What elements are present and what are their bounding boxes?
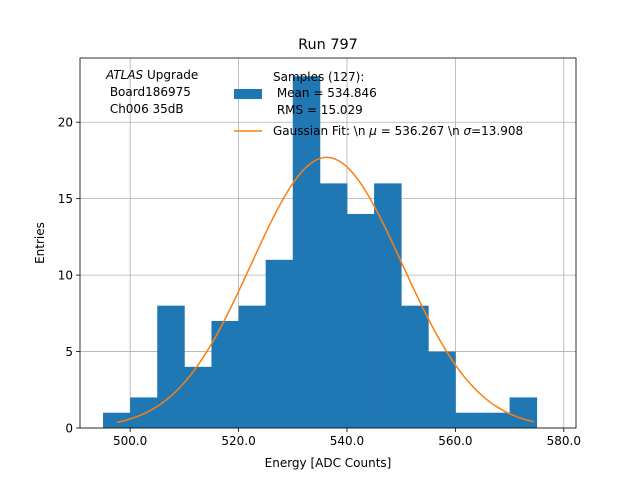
histogram-bar (103, 412, 131, 428)
histogram-bar (130, 397, 158, 428)
legend-rms-stat: RMS = 15.029 (273, 103, 363, 117)
plot-frame (79, 57, 577, 429)
histogram-bar (455, 412, 483, 428)
x-tick-label: 540.0 (330, 434, 364, 448)
y-tick-label: 5 (65, 345, 73, 359)
legend-histogram-swatch (234, 89, 262, 99)
histogram-bar (157, 305, 185, 428)
legend-histogram-label: Samples (127): (273, 70, 364, 84)
y-tick-label: 20 (58, 116, 73, 130)
board-label: Board186975 (106, 85, 191, 99)
legend-fit-label: Gaussian Fit: \n μ = 536.267 \n σ=13.908 (273, 124, 523, 138)
histogram-bar (211, 320, 239, 428)
legend-mean-stat: Mean = 534.846 (273, 86, 377, 100)
histogram-bar (428, 351, 456, 428)
y-tick-label: 15 (58, 192, 73, 206)
x-tick-label: 560.0 (438, 434, 472, 448)
histogram-bar (184, 366, 212, 428)
y-axis-label: Entries (33, 222, 47, 264)
histogram-bar (509, 397, 538, 428)
x-tick-label: 520.0 (221, 434, 255, 448)
chart-title: Run 797 (298, 37, 358, 53)
y-tick-label: 0 (65, 422, 73, 436)
y-axis-ticks: 0 5 10 15 20 (58, 116, 80, 436)
histogram-bar (482, 412, 510, 428)
gaussian-fit-layer (116, 156, 535, 424)
histogram-bar (346, 213, 375, 428)
histogram-bar (319, 183, 348, 428)
x-axis-label: Energy [ADC Counts] (265, 456, 392, 470)
x-tick-label: 580.0 (547, 434, 581, 448)
histogram-bar (292, 76, 321, 428)
svg-text:ATLAS Upgrade: ATLAS Upgrade (105, 68, 198, 82)
legend: Samples (127): Mean = 534.846 RMS = 15.0… (234, 70, 523, 138)
x-axis-ticks: 500.0 520.0 540.0 560.0 580.0 (113, 428, 581, 448)
histogram-bar (374, 183, 402, 428)
histogram-bar (401, 305, 429, 428)
histogram-bar (238, 305, 267, 428)
histogram-bars (103, 76, 538, 428)
x-tick-label: 500.0 (113, 434, 147, 448)
atlas-label: ATLAS (105, 68, 144, 82)
y-tick-label: 10 (58, 269, 73, 283)
atlas-annotation: ATLAS Upgrade Board186975 Ch006 35dB (105, 68, 198, 116)
gaussian-fit-curve (116, 156, 535, 424)
histogram-bar (265, 259, 294, 428)
channel-label: Ch006 35dB (106, 102, 184, 116)
upgrade-label: Upgrade (143, 68, 198, 82)
